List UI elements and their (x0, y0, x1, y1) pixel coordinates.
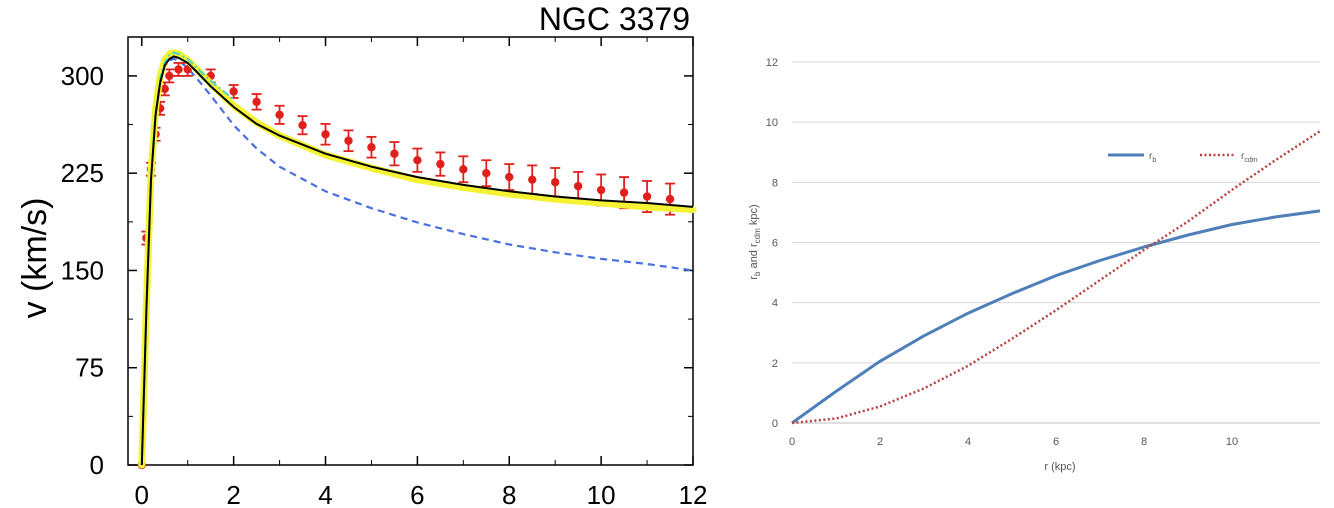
y-tick-label: 8 (772, 177, 778, 189)
data-point (642, 192, 652, 201)
data-point (459, 165, 468, 174)
legend-label-subscript: b (1152, 157, 1156, 164)
legend-label-main: r (1241, 151, 1245, 162)
model-curve-dashed (140, 57, 694, 466)
legend-label-main: r (1149, 151, 1153, 162)
y-tick-label: 12 (766, 57, 778, 69)
y-axis-label-part: r (748, 276, 760, 280)
data-point (665, 194, 675, 204)
y-tick-label: 225 (61, 158, 104, 188)
y-axis-label-subscript: cdm (753, 228, 762, 243)
legend-label-subscript: cdm (1244, 157, 1257, 164)
y-axis-label: v (km/s) (16, 198, 54, 319)
data-point (321, 130, 330, 139)
data-point (252, 97, 261, 107)
data-point (183, 65, 192, 74)
y-tick-label: 10 (766, 117, 778, 129)
data-point (275, 110, 284, 120)
y-tick-label: 150 (61, 255, 104, 285)
x-tick-label: 4 (318, 480, 332, 508)
data-point (344, 136, 353, 145)
x-tick-label: 10 (587, 480, 616, 508)
y-tick-label: 6 (772, 238, 778, 250)
legend-label-cdm: rcdm (1241, 151, 1258, 164)
data-point (436, 159, 445, 169)
x-tick-label: 8 (502, 480, 516, 508)
legend-label-b: rb (1149, 151, 1156, 164)
y-axis-label-part: kpc) (748, 204, 760, 228)
y-tick-label: 0 (90, 450, 104, 480)
rotation-curve-chart: NGC 3379 0 2 4 6 8 10 12 0 75 150 225 300 v (km/s) (16, 1, 708, 508)
data-point (573, 181, 583, 191)
x-tick-label: 2 (877, 436, 883, 448)
y-axis-label: rb and rcdm kpc) (748, 204, 762, 279)
x-tick-label: 6 (1053, 436, 1059, 448)
data-point (298, 120, 307, 130)
data-point (160, 84, 169, 94)
data-point (482, 168, 491, 178)
model-curve-thick (138, 49, 697, 469)
y-tick-label: 75 (75, 353, 104, 383)
series-line-b (791, 209, 1321, 425)
y-tick-label: 300 (61, 61, 104, 91)
y-axis-label-part: and r (748, 243, 760, 271)
x-tick-label: 4 (965, 436, 971, 448)
series-line-cdm (791, 130, 1321, 425)
data-point (596, 185, 606, 195)
data-point (229, 87, 238, 96)
y-tick-label: 0 (772, 418, 778, 430)
data-point (413, 156, 422, 165)
x-tick-label: 10 (1226, 436, 1238, 448)
model-curve-solid (140, 55, 694, 466)
x-tick-label: 0 (135, 480, 149, 508)
plot-frame (127, 36, 694, 466)
chart-title: NGC 3379 (539, 1, 690, 37)
data-point (165, 71, 174, 81)
x-tick-label: 0 (789, 436, 795, 448)
data-point (505, 172, 514, 182)
data-point (550, 178, 560, 187)
rotation-curve-panel: NGC 3379 0 2 4 6 8 10 12 0 75 150 225 300 v (km/s) (16, 1, 708, 508)
x-tick-label: 12 (679, 480, 708, 508)
scale-radius-panel: 0 2 4 6 8 10 12 0 2 4 6 8 10 r (kpc) rb and rcdm kpc) r… (730, 0, 1334, 508)
y-tick-label: 4 (772, 298, 778, 310)
y-tick-label: 2 (772, 358, 778, 370)
y-axis-label-subscript: b (753, 271, 762, 276)
x-tick-label: 2 (226, 480, 240, 508)
data-point (528, 175, 537, 184)
x-axis-label: r (kpc) (1044, 461, 1075, 473)
data-point (619, 188, 629, 197)
x-tick-label: 6 (410, 480, 424, 508)
x-tick-label: 8 (1141, 436, 1147, 448)
data-point (390, 149, 399, 158)
observed-data-points (137, 62, 676, 470)
data-point (367, 143, 376, 152)
chart-legend: rb rcdm (1108, 151, 1258, 164)
data-point (174, 65, 183, 74)
